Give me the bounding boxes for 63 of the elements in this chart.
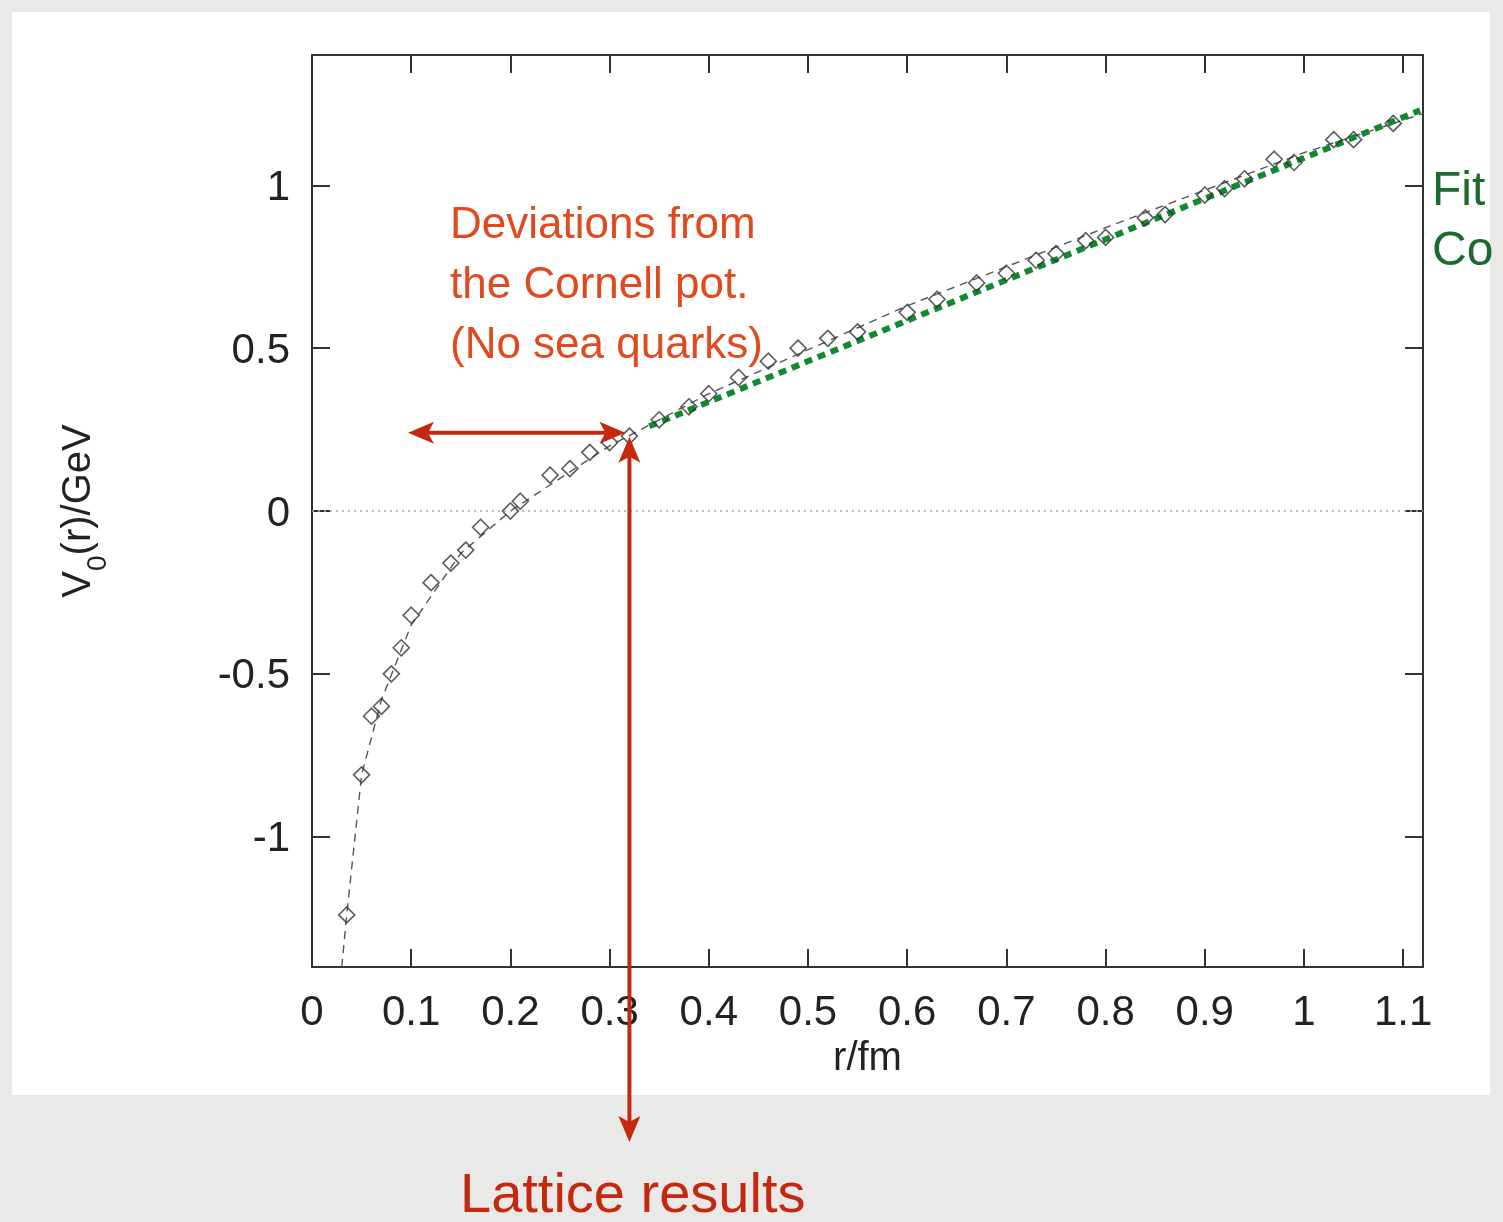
x-tick-label: 0.1 <box>382 986 441 1034</box>
point <box>1096 228 1115 247</box>
point <box>759 352 778 370</box>
y-tick-label: 0 <box>266 487 290 535</box>
point <box>789 339 807 357</box>
x-tick-label: 0.2 <box>481 986 540 1034</box>
x-tick-label: 0.5 <box>778 986 838 1034</box>
y-tick-label: -1 <box>252 813 290 861</box>
point <box>1136 209 1155 227</box>
point <box>580 443 599 462</box>
point <box>1027 251 1045 269</box>
point <box>442 554 460 572</box>
point <box>729 368 748 387</box>
point <box>898 303 916 322</box>
point <box>422 573 440 592</box>
point <box>352 766 371 784</box>
point <box>1047 244 1065 263</box>
x-tick-label: 0.7 <box>977 986 1036 1034</box>
point <box>471 518 490 537</box>
point <box>680 397 698 416</box>
point <box>1156 205 1174 224</box>
point <box>392 639 411 657</box>
point <box>1344 130 1363 149</box>
point <box>1265 150 1284 169</box>
point <box>967 274 986 292</box>
point <box>511 492 530 511</box>
point <box>362 707 381 725</box>
point <box>501 502 520 520</box>
x-tick-label: 0.6 <box>877 986 937 1034</box>
point <box>1195 186 1214 204</box>
text: Lattice results <box>460 1161 806 1222</box>
point <box>1324 130 1343 149</box>
point <box>650 411 668 429</box>
point <box>620 427 639 445</box>
x-tick-label: 1.1 <box>1373 986 1433 1034</box>
point <box>372 697 391 716</box>
x-tick-label: 0.8 <box>1076 986 1135 1034</box>
point <box>819 329 837 348</box>
y-tick-label: -0.5 <box>217 650 290 698</box>
point <box>541 466 559 484</box>
x-tick-label: 0 <box>300 986 324 1034</box>
point <box>997 264 1016 283</box>
point <box>928 290 946 309</box>
annotation: Deviations from the Cornell pot. (No sea quarks) <box>450 198 764 367</box>
point <box>699 384 718 403</box>
x-axis-title: r/fm <box>833 1033 902 1078</box>
x-tick-label: 0.4 <box>679 986 738 1034</box>
point <box>848 323 867 341</box>
point <box>1235 169 1254 188</box>
y-tick-label: 0.5 <box>231 324 290 372</box>
point <box>456 541 475 559</box>
y-tick-label: 1 <box>266 161 290 209</box>
point <box>1076 231 1095 250</box>
point <box>561 459 579 478</box>
point <box>1384 114 1403 133</box>
x-tick-label: 1 <box>1292 986 1316 1034</box>
point <box>1285 153 1303 172</box>
x-tick-label: 0.9 <box>1175 986 1234 1034</box>
point <box>382 665 401 683</box>
point <box>1215 179 1234 198</box>
point <box>402 606 420 625</box>
point <box>337 906 356 924</box>
text: Fit Co <box>1432 162 1494 275</box>
